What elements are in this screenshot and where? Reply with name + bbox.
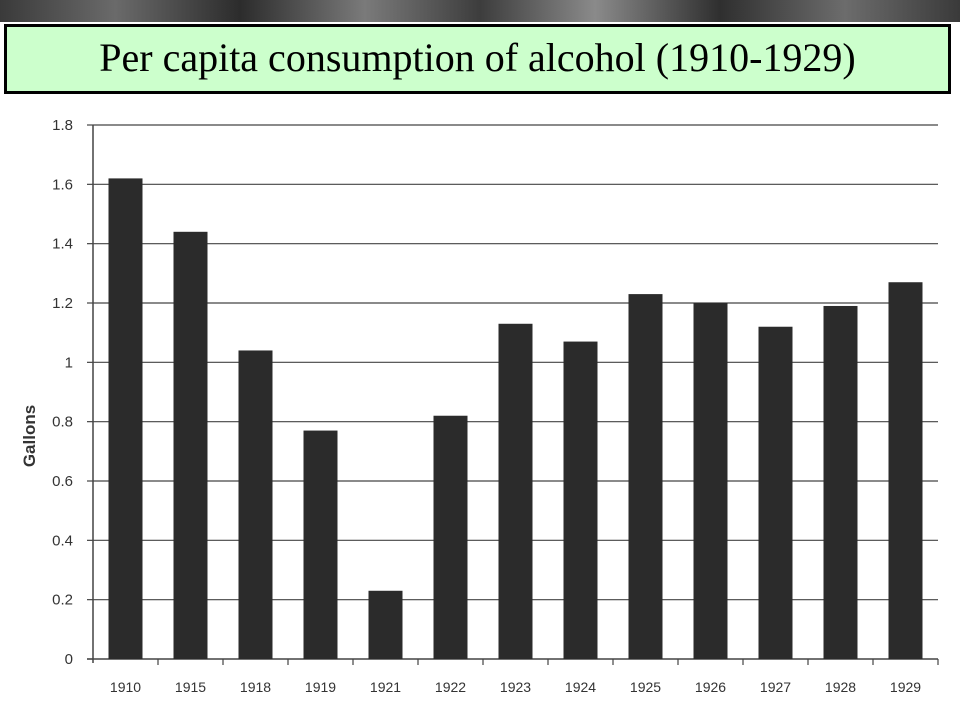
y-axis-ticks: 0 0.2 0.4 0.6 0.8 1 1.2 1.4 1.6 1.8 <box>52 117 73 668</box>
x-tick-label: 1919 <box>305 679 336 695</box>
y-tick-label: 0.6 <box>52 473 73 490</box>
y-tick-label: 1.6 <box>52 176 73 193</box>
bar <box>433 415 468 659</box>
bar <box>628 294 663 659</box>
x-tick-label: 1918 <box>240 679 271 695</box>
x-tick-label: 1926 <box>695 679 726 695</box>
bar <box>758 326 793 659</box>
y-tick-label: 0 <box>65 651 73 668</box>
bars <box>108 178 923 660</box>
y-tick-label: 0.4 <box>52 532 73 549</box>
y-tick-label: 1.8 <box>52 117 73 134</box>
bar <box>108 178 143 659</box>
x-tick-label: 1915 <box>175 679 206 695</box>
y-tick-label: 1.2 <box>52 295 73 312</box>
x-tick-label: 1928 <box>825 679 856 695</box>
bar-chart: 00.20.40.60.811.21.41.61.8 1910 1915 1918 1… <box>20 117 939 695</box>
bar <box>173 231 208 660</box>
bar <box>368 590 403 659</box>
bar <box>238 350 273 659</box>
y-tick-label: 1 <box>65 354 73 371</box>
background-photo-strip <box>0 0 960 22</box>
x-tick-label: 1925 <box>630 679 661 695</box>
page-title: Per capita consumption of alcohol (1910-… <box>99 34 856 80</box>
x-tick-label: 1922 <box>435 679 466 695</box>
y-tick-label: 1.4 <box>52 236 73 253</box>
x-tick-label: 1923 <box>500 679 531 695</box>
title-banner: Per capita consumption of alcohol (1910-… <box>4 24 951 94</box>
bar <box>823 305 858 659</box>
bar <box>693 303 728 659</box>
y-axis-label: Gallons <box>20 405 39 467</box>
y-tick-label: 0.8 <box>52 414 73 431</box>
x-axis-ticks: 1910 1915 1918 1919 1921 1922 1923 1924 1925 1926… <box>110 679 921 695</box>
bar <box>888 282 923 659</box>
x-tick-label: 1924 <box>565 679 596 695</box>
x-tick-label: 1929 <box>890 679 921 695</box>
bar <box>303 430 338 659</box>
x-tick-label: 1927 <box>760 679 791 695</box>
x-tick-label: 1921 <box>370 679 401 695</box>
y-tick-label: 0.2 <box>52 592 73 609</box>
x-tick-label: 1910 <box>110 679 141 695</box>
bar <box>563 341 598 659</box>
bar <box>498 323 533 659</box>
